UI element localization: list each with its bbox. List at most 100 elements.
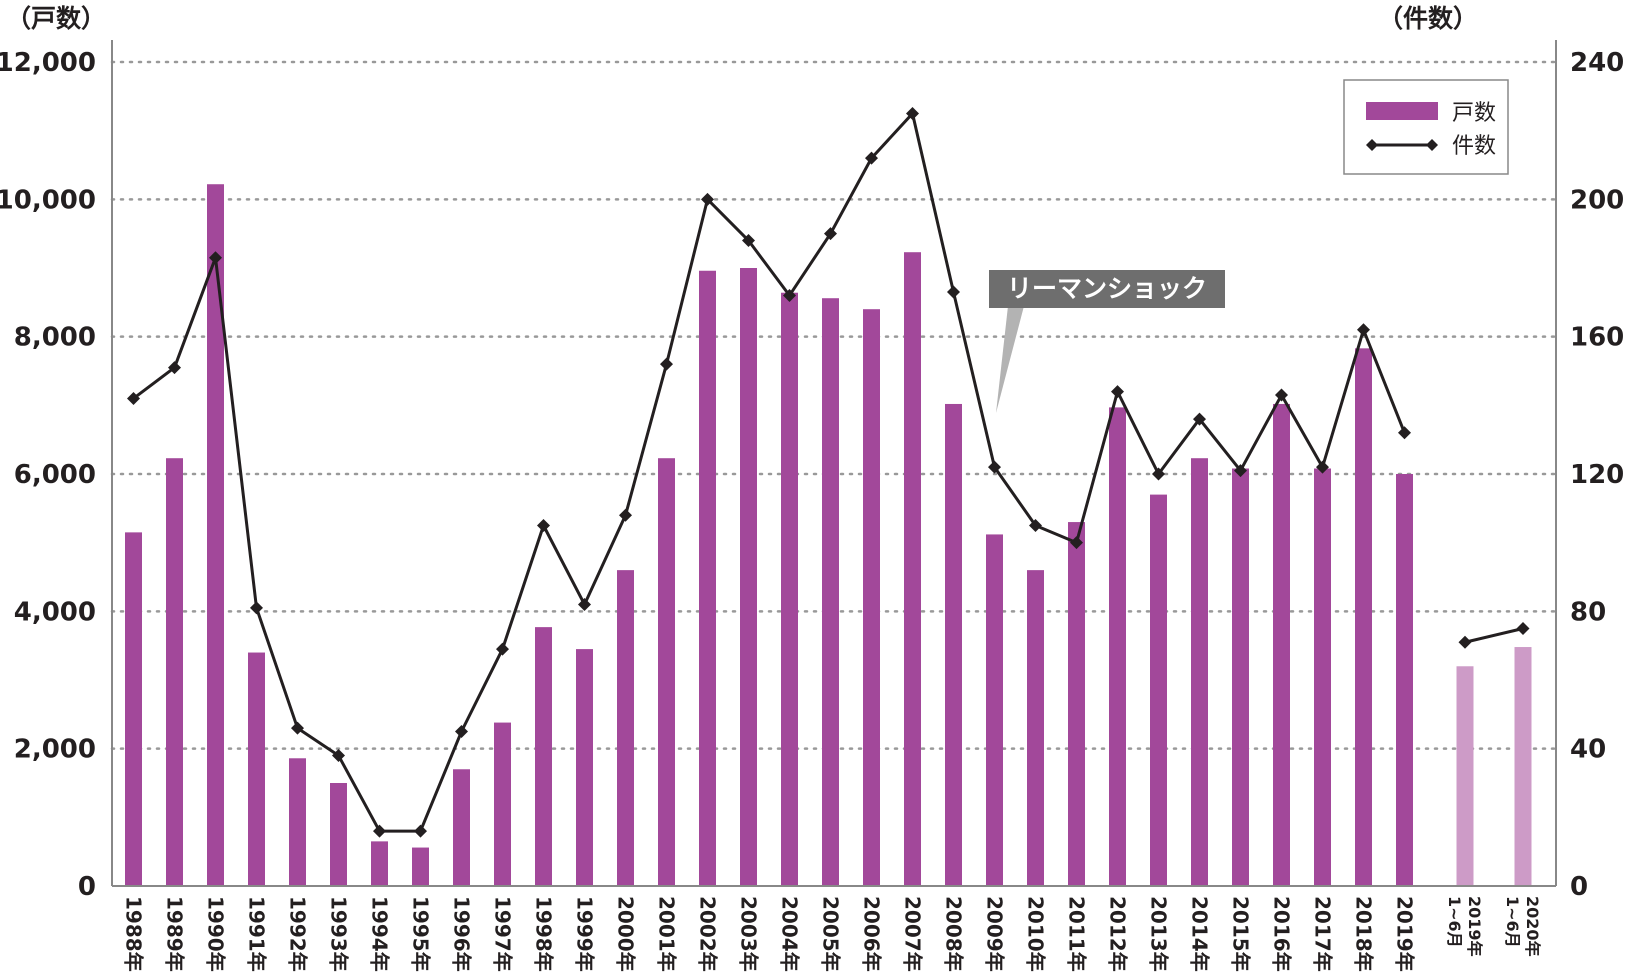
svg-text:2004年: 2004年 [778, 896, 802, 972]
line-marker [865, 151, 878, 165]
svg-text:2003年: 2003年 [737, 896, 761, 972]
bar [289, 758, 306, 886]
line-marker [168, 361, 181, 375]
svg-text:1~6月: 1~6月 [1503, 896, 1522, 948]
line-marker [1029, 519, 1042, 532]
line-marker [496, 642, 509, 656]
bar [945, 403, 962, 886]
bar [986, 534, 1003, 886]
axes [111, 40, 1557, 887]
svg-text:1994年: 1994年 [368, 896, 392, 972]
svg-text:2000年: 2000年 [614, 896, 638, 972]
legend: 戸数 件数 [1343, 79, 1509, 175]
right-tick-label: 80 [1570, 597, 1606, 627]
bar [1355, 348, 1372, 887]
line-marker [291, 721, 304, 735]
svg-text:1993年: 1993年 [327, 896, 351, 972]
right-tick-label: 40 [1570, 735, 1606, 765]
svg-text:2019年: 2019年 [1465, 896, 1484, 957]
line-marker [455, 725, 468, 738]
x-tick-label: 2000年 [614, 896, 638, 972]
svg-text:1996年: 1996年 [450, 896, 474, 972]
left-tick-label: 10,000 [0, 185, 96, 215]
bar [658, 458, 675, 886]
line-marker [701, 192, 714, 206]
svg-text:1990年: 1990年 [204, 896, 228, 972]
svg-text:2001年: 2001年 [655, 896, 679, 972]
x-tick-label: 2017年 [1311, 896, 1335, 972]
left-tick-label: 8,000 [14, 323, 96, 353]
svg-text:2010年: 2010年 [1024, 896, 1048, 972]
line-marker [1398, 426, 1411, 440]
svg-text:2020年: 2020年 [1523, 896, 1542, 957]
svg-text:2018年: 2018年 [1352, 896, 1376, 972]
x-tick-label: 2016年 [1270, 896, 1294, 972]
x-tick-label: 2005年 [819, 896, 843, 972]
left-tick-label: 6,000 [14, 460, 96, 490]
legend-bar-swatch [1366, 102, 1438, 120]
x-tick-label: 2019年 [1393, 896, 1417, 972]
x-tick-label: 2014年 [1188, 896, 1212, 972]
line-marker [209, 251, 222, 265]
x-tick-label: 2015年 [1229, 896, 1253, 972]
left-tick-label: 0 [78, 872, 96, 902]
line-marker [1152, 467, 1165, 481]
line-path [132, 112, 1406, 833]
line-marker [619, 508, 632, 522]
line-marker [1275, 388, 1288, 402]
bar [1191, 458, 1208, 886]
right-tick-label: 160 [1570, 323, 1624, 353]
right-tick-label: 120 [1570, 460, 1624, 490]
right-tick-label: 240 [1570, 48, 1624, 78]
x-tick-label: 2007年 [901, 896, 925, 972]
bar [1396, 474, 1413, 886]
line-marker [947, 285, 960, 299]
svg-text:1991年: 1991年 [245, 896, 269, 972]
x-tick-label: 2010年 [1024, 896, 1048, 972]
bar [248, 652, 265, 886]
svg-text:1999年: 1999年 [573, 896, 597, 972]
bar [330, 783, 347, 886]
x-tick-label: 1990年 [204, 896, 228, 972]
line-marker [537, 519, 550, 532]
x-tick-label: 2008年 [942, 896, 966, 972]
x-tick-label: 1989年 [163, 896, 187, 972]
line-marker [373, 824, 386, 838]
bar [1514, 647, 1532, 886]
svg-text:1997年: 1997年 [491, 896, 515, 972]
line-marker [783, 288, 796, 302]
svg-text:1998年: 1998年 [532, 896, 556, 972]
svg-text:2005年: 2005年 [819, 896, 843, 972]
line-marker [414, 824, 427, 838]
left-axis-label: （戸数） [6, 4, 106, 33]
line-marker [742, 234, 755, 248]
line-marker [127, 391, 140, 405]
svg-text:2011年: 2011年 [1065, 896, 1089, 972]
right-axis-ticks: 0 40 80 120 160 200 240 [1570, 48, 1624, 902]
bar [699, 270, 716, 886]
bar [781, 292, 798, 887]
bar [617, 570, 634, 886]
svg-text:1995年: 1995年 [409, 896, 433, 972]
left-axis-ticks: 0 2,000 4,000 6,000 8,000 10,000 12,000 [0, 48, 96, 902]
x-tick-label: 2001年 [655, 896, 679, 972]
x-tick-label: 1999年 [573, 896, 597, 972]
svg-text:1~6月: 1~6月 [1445, 896, 1464, 948]
bar [535, 627, 552, 886]
x-tick-label: 1996年 [450, 896, 474, 972]
line-marker [250, 601, 263, 615]
bar [453, 769, 470, 886]
svg-text:1989年: 1989年 [163, 896, 187, 972]
x-tick-label: 1998年 [532, 896, 556, 972]
left-tick-label: 4,000 [14, 597, 96, 627]
bar [207, 184, 224, 886]
x-axis-labels: 1988年 1989年 1990年 1991年 1992年 1993年 1994年 1995年… [122, 896, 1543, 972]
x-tick-label: 2011年 [1065, 896, 1089, 972]
svg-text:2019年: 2019年 [1393, 896, 1417, 972]
bar [1232, 468, 1249, 886]
line-marker [1357, 323, 1370, 337]
line-marker [824, 227, 837, 241]
line-marker [906, 107, 919, 120]
svg-text:2013年: 2013年 [1147, 896, 1171, 972]
